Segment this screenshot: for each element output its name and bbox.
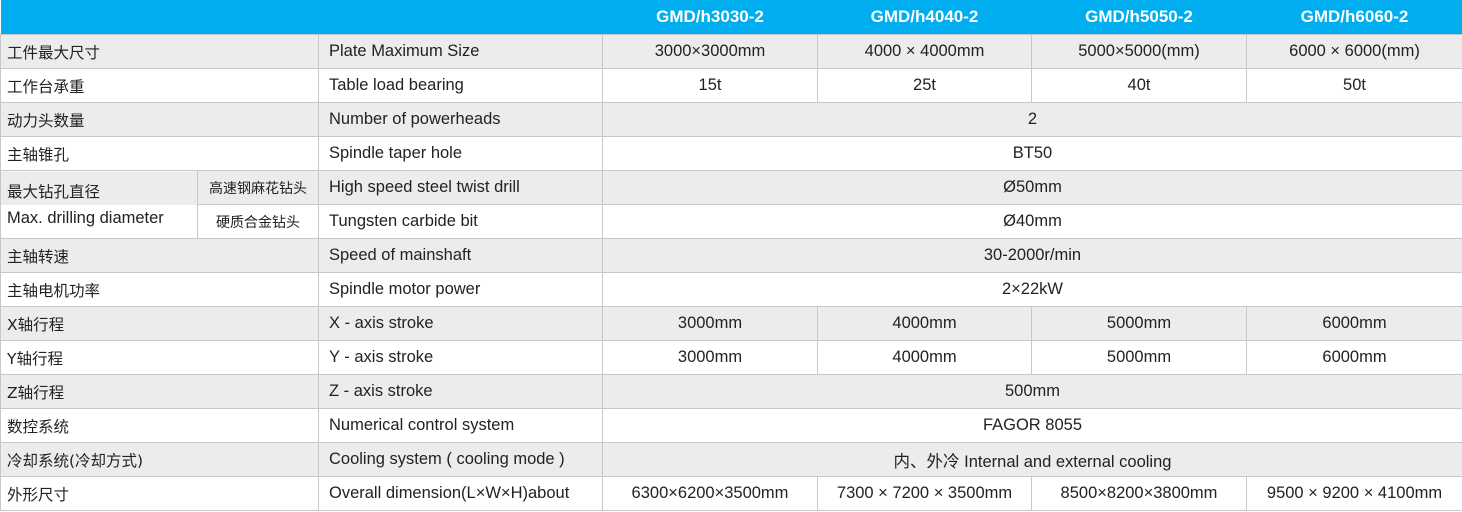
param-en: Tungsten carbide bit <box>318 204 603 239</box>
param-en: Table load bearing <box>318 68 603 103</box>
param-cn: 数控系统 <box>0 408 319 443</box>
param-en: Cooling system ( cooling mode ) <box>318 442 603 477</box>
param-sub: 高速钢麻花钻头 <box>197 170 319 205</box>
param-en: Plate Maximum Size <box>318 34 603 69</box>
value-cell: 5000mm <box>1031 340 1247 375</box>
param-en: High speed steel twist drill <box>318 170 603 205</box>
value-cell: 内、外冷 Internal and external cooling <box>602 442 1462 477</box>
value-cell: BT50 <box>602 136 1462 171</box>
param-en: Speed of mainshaft <box>318 238 603 273</box>
table-row: 冷却系统(冷却方式) Cooling system ( cooling mode … <box>0 442 1462 477</box>
param-cn: 冷却系统(冷却方式) <box>0 442 319 477</box>
value-cell: 25t <box>817 68 1032 103</box>
param-cn: 外形尺寸 <box>0 476 319 511</box>
value-cell: 6000mm <box>1246 340 1462 375</box>
value-cell: 4000 × 4000mm <box>817 34 1032 69</box>
table-row: 工件最大尺寸 Plate Maximum Size 3000×3000mm 4000 … <box>0 34 1462 69</box>
value-cell: 2 <box>602 102 1462 137</box>
param-cn: 主轴电机功率 <box>0 272 319 307</box>
table-row: 主轴电机功率 Spindle motor power 2×22kW <box>0 272 1462 307</box>
value-cell: 7300 × 7200 × 3500mm <box>817 476 1032 511</box>
table-row: Z轴行程 Z - axis stroke 500mm <box>0 374 1462 409</box>
value-cell: Ø50mm <box>602 170 1462 205</box>
param-en: Spindle taper hole <box>318 136 603 171</box>
param-cn: 最大钻孔直径 Max. drilling diameter <box>0 170 198 239</box>
table-row: 硬质合金钻头 Tungsten carbide bit Ø40mm <box>1 204 1462 239</box>
model-header: GMD/h3030-2 <box>602 0 818 35</box>
model-header: GMD/h5050-2 <box>1031 0 1247 35</box>
param-cn: 动力头数量 <box>0 102 319 137</box>
table-row: X轴行程 X - axis stroke 3000mm 4000mm 5000mm 600… <box>0 306 1462 341</box>
value-cell: 4000mm <box>817 340 1032 375</box>
value-cell: 50t <box>1246 68 1462 103</box>
value-cell: 500mm <box>602 374 1462 409</box>
param-sub: 硬质合金钻头 <box>197 204 319 239</box>
table-row: 数控系统 Numerical control system FAGOR 8055 <box>0 408 1462 443</box>
table-row: 主轴锥孔 Spindle taper hole BT50 <box>0 136 1462 171</box>
value-cell: 4000mm <box>817 306 1032 341</box>
param-cn: X轴行程 <box>0 306 319 341</box>
table-row: 主轴转速 Speed of mainshaft 30-2000r/min <box>0 238 1462 273</box>
param-cn: 主轴锥孔 <box>0 136 319 171</box>
value-cell: 8500×8200×3800mm <box>1031 476 1247 511</box>
value-cell: FAGOR 8055 <box>602 408 1462 443</box>
value-cell: 9500 × 9200 × 4100mm <box>1246 476 1462 511</box>
param-cn-en-label: Max. drilling diameter <box>7 208 164 227</box>
param-cn: Z轴行程 <box>0 374 319 409</box>
param-en: Y - axis stroke <box>318 340 603 375</box>
param-en: Number of powerheads <box>318 102 603 137</box>
value-cell: 6000mm <box>1246 306 1462 341</box>
value-cell: 15t <box>602 68 818 103</box>
table-row: 外形尺寸 Overall dimension(L×W×H)about 6300×62… <box>0 476 1462 511</box>
value-cell: 6000 × 6000(mm) <box>1246 34 1462 69</box>
value-cell: 3000×3000mm <box>602 34 818 69</box>
param-en: Spindle motor power <box>318 272 603 307</box>
param-cn-label: 最大钻孔直径 <box>7 182 101 201</box>
value-cell: 3000mm <box>602 306 818 341</box>
table-row: 最大钻孔直径 Max. drilling diameter 高速钢麻花钻头 High … <box>0 170 1462 239</box>
value-cell: Ø40mm <box>602 204 1462 239</box>
param-en: X - axis stroke <box>318 306 603 341</box>
model-header: GMD/h4040-2 <box>817 0 1032 35</box>
param-cn: 工件最大尺寸 <box>0 34 319 69</box>
table-row: Y轴行程 Y - axis stroke 3000mm 4000mm 5000mm 600… <box>0 340 1462 375</box>
value-cell: 5000mm <box>1031 306 1247 341</box>
value-cell: 6300×6200×3500mm <box>602 476 818 511</box>
value-cell: 30-2000r/min <box>602 238 1462 273</box>
value-cell: 40t <box>1031 68 1247 103</box>
table-row: 动力头数量 Number of powerheads 2 <box>0 102 1462 137</box>
table-row: 工作台承重 Table load bearing 15t 25t 40t 50t <box>0 68 1462 103</box>
param-cn: 工作台承重 <box>0 68 319 103</box>
model-header: GMD/h6060-2 <box>1246 0 1462 35</box>
value-cell: 3000mm <box>602 340 818 375</box>
param-en: Overall dimension(L×W×H)about <box>318 476 603 511</box>
header-blank <box>0 0 603 35</box>
param-en: Numerical control system <box>318 408 603 443</box>
header-row: GMD/h3030-2 GMD/h4040-2 GMD/h5050-2 GMD/… <box>0 0 1462 35</box>
param-en: Z - axis stroke <box>318 374 603 409</box>
param-cn: Y轴行程 <box>0 340 319 375</box>
value-cell: 5000×5000(mm) <box>1031 34 1247 69</box>
param-cn: 主轴转速 <box>0 238 319 273</box>
value-cell: 2×22kW <box>602 272 1462 307</box>
